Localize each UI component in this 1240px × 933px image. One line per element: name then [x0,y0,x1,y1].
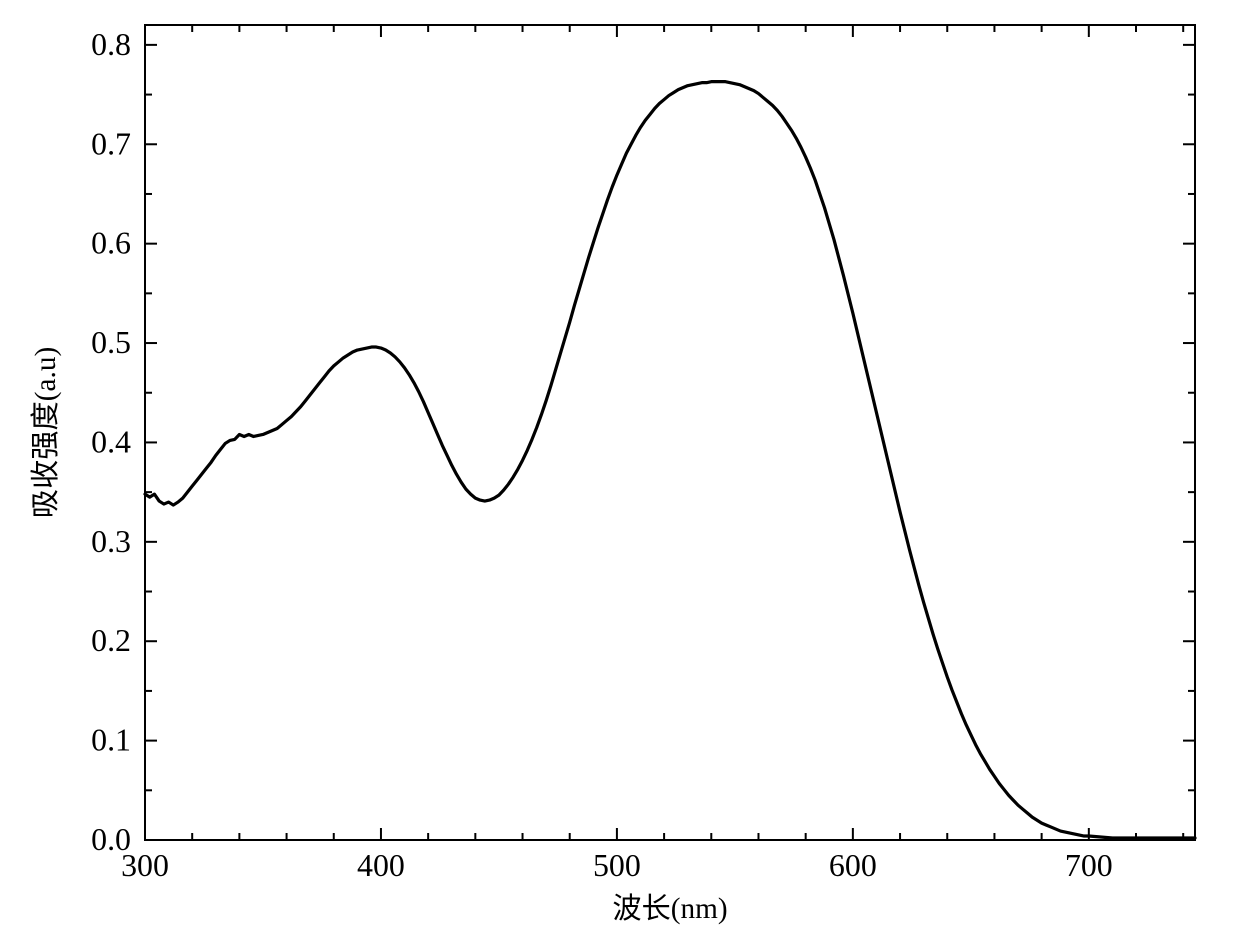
plot-frame [145,25,1195,840]
x-tick-label: 400 [357,848,405,883]
x-axis-label: 波长(nm) [612,892,727,925]
absorption-spectrum-chart: 300400500600700波长(nm)0.00.10.20.30.40.50… [0,0,1240,933]
y-tick-label: 0.2 [91,623,131,658]
chart-container: 300400500600700波长(nm)0.00.10.20.30.40.50… [0,0,1240,933]
y-tick-label: 0.3 [91,524,131,559]
y-tick-label: 0.7 [91,126,131,161]
y-tick-label: 0.5 [91,325,131,360]
y-tick-label: 0.6 [91,226,131,261]
y-axis-label: 吸收强度(a.u) [29,347,62,518]
y-tick-label: 0.8 [91,27,131,62]
y-tick-label: 0.4 [91,424,131,459]
y-tick-label: 0.1 [91,723,131,758]
absorption-spectrum [145,82,1195,838]
x-tick-label: 700 [1065,848,1113,883]
y-tick-label: 0.0 [91,822,131,857]
x-tick-label: 500 [593,848,641,883]
x-tick-label: 600 [829,848,877,883]
